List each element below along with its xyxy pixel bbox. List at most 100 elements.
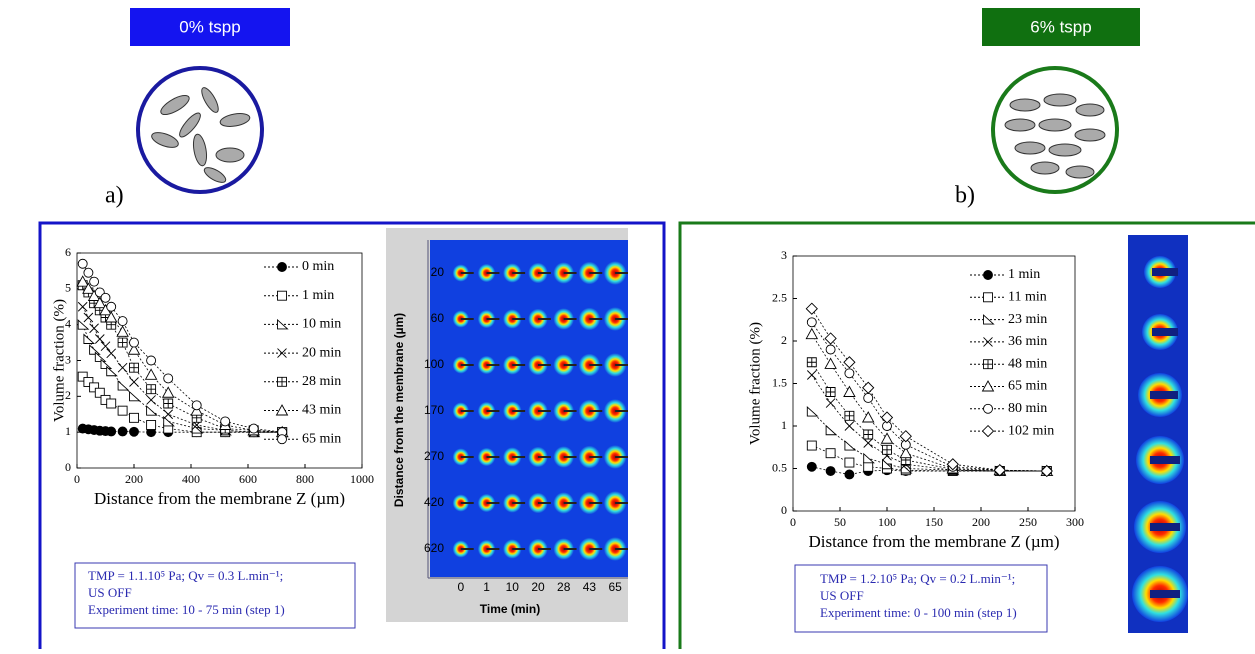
marker — [116, 325, 129, 337]
legend-marker — [275, 404, 289, 416]
y-tick-label: 4 — [65, 316, 71, 330]
marker — [129, 362, 139, 373]
marker — [825, 387, 836, 397]
marker — [104, 311, 118, 323]
marker — [89, 344, 101, 355]
marker — [117, 405, 128, 416]
x-axis-title: Distance from the membrane Z (µm) — [94, 489, 345, 508]
badge-label: 6% tspp — [1030, 17, 1091, 36]
legend-marker — [277, 290, 287, 301]
marker — [106, 398, 117, 409]
marker — [806, 406, 819, 417]
x-tick-label: 250 — [1019, 515, 1037, 529]
marker — [806, 440, 817, 451]
marker — [146, 395, 156, 405]
marker — [161, 386, 175, 398]
marker — [882, 458, 894, 470]
legend-marker — [981, 380, 995, 392]
heatmap-image — [1128, 235, 1188, 633]
marker — [844, 457, 855, 468]
info-line: TMP = 1.1.10⁵ Pa; Qv = 0.3 L.min⁻¹; — [88, 568, 283, 583]
marker — [94, 351, 107, 362]
marker — [100, 358, 113, 370]
series-line — [82, 324, 283, 433]
marker — [863, 429, 874, 440]
marker — [824, 332, 837, 345]
y-tick-label: 2 — [65, 388, 71, 402]
marker — [129, 377, 139, 387]
marker — [117, 380, 130, 391]
y-tick-label: 0 — [65, 460, 71, 474]
marker — [129, 390, 141, 402]
info-box — [794, 564, 1048, 633]
legend-label: 80 min — [1008, 401, 1047, 416]
marker — [843, 356, 856, 369]
marker — [77, 301, 88, 312]
marker — [89, 382, 100, 393]
y-tick-label: 0.5 — [772, 460, 787, 474]
y-axis-title: Volume fraction (%) — [51, 299, 67, 422]
marker — [83, 312, 94, 323]
legend-label: 10 min — [302, 317, 341, 332]
heatmap-y-label: 270 — [424, 449, 444, 463]
legend-marker — [983, 359, 993, 370]
marker — [191, 400, 202, 411]
marker — [825, 466, 836, 476]
marker — [146, 355, 157, 366]
info-box — [74, 562, 356, 629]
panel-letter: b) — [955, 183, 975, 209]
marker — [1040, 464, 1053, 478]
legend-label: 102 min — [1008, 423, 1054, 438]
marker — [146, 420, 157, 430]
marker — [100, 341, 111, 351]
legend-label: 11 min — [1008, 290, 1047, 305]
marker — [163, 398, 174, 409]
marker — [163, 373, 174, 384]
legend-label: 23 min — [1008, 312, 1047, 327]
particle-icon — [136, 66, 1119, 194]
info-line: US OFF — [88, 585, 132, 600]
legend-marker — [983, 337, 993, 347]
x-tick-label: 150 — [925, 515, 943, 529]
marker — [77, 258, 88, 269]
marker — [117, 337, 128, 348]
y-tick-label: 0 — [781, 503, 787, 517]
marker — [882, 444, 892, 455]
heatmap-y-label: 20 — [431, 265, 445, 279]
heatmap-x-label: 20 — [531, 580, 545, 594]
y-tick-label: 6 — [65, 245, 71, 259]
heatmap-y-label: 420 — [424, 495, 444, 509]
marker — [880, 432, 894, 444]
x-tick-label: 1000 — [350, 472, 374, 486]
marker — [163, 415, 175, 427]
marker — [83, 267, 94, 278]
legend-marker — [983, 270, 993, 280]
y-tick-label: 5 — [65, 281, 71, 295]
x-tick-label: 100 — [878, 515, 896, 529]
marker — [129, 412, 139, 423]
x-tick-label: 0 — [74, 472, 80, 486]
x-axis-title: Distance from the membrane Z (µm) — [808, 532, 1059, 551]
heatmap-x-title: Time (min) — [480, 602, 540, 616]
marker — [862, 381, 875, 394]
panel-letter: a) — [105, 183, 124, 209]
y-tick-label: 1 — [65, 424, 71, 438]
marker — [117, 362, 128, 373]
marker — [76, 275, 89, 287]
marker — [106, 426, 117, 437]
info-line: Experiment time: 0 - 100 min (step 1) — [820, 605, 1017, 620]
badge — [130, 8, 290, 46]
x-tick-label: 600 — [239, 472, 257, 486]
marker — [117, 316, 128, 327]
legend-marker — [277, 348, 287, 358]
marker — [106, 348, 117, 359]
legend-label: 1 min — [302, 288, 334, 303]
marker — [127, 343, 141, 355]
marker — [861, 411, 875, 423]
marker — [825, 398, 836, 408]
marker — [806, 370, 817, 380]
marker — [806, 461, 817, 472]
marker — [844, 440, 857, 451]
marker — [82, 282, 95, 294]
badge — [982, 8, 1140, 46]
